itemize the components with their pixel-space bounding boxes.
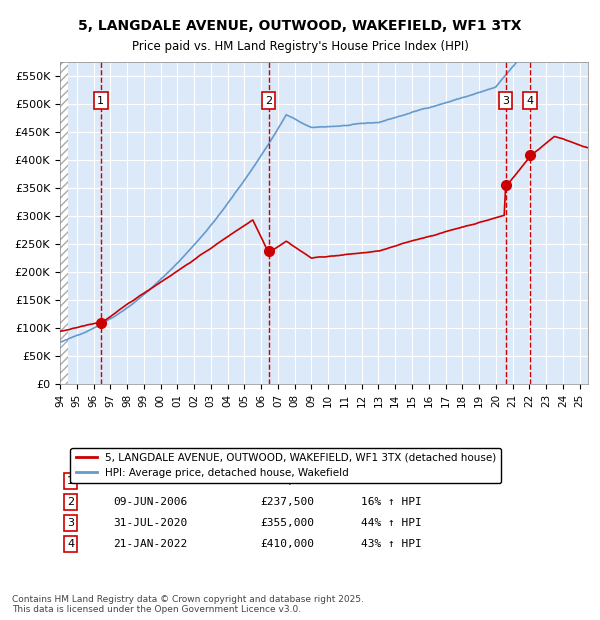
Text: 1: 1 [67, 476, 74, 486]
Text: 09-JUN-2006: 09-JUN-2006 [113, 497, 187, 507]
Text: 44% ↑ HPI: 44% ↑ HPI [361, 518, 422, 528]
Bar [60, 62, 68, 384]
Legend: 5, LANGDALE AVENUE, OUTWOOD, WAKEFIELD, WF1 3TX (detached house), HPI: Average p: 5, LANGDALE AVENUE, OUTWOOD, WAKEFIELD, … [70, 448, 502, 483]
Text: £237,500: £237,500 [260, 497, 314, 507]
Text: 1: 1 [97, 95, 104, 105]
Text: 3: 3 [67, 518, 74, 528]
Text: £355,000: £355,000 [260, 518, 314, 528]
Text: 4: 4 [67, 539, 74, 549]
Text: 2: 2 [67, 497, 74, 507]
Text: 46% ↑ HPI: 46% ↑ HPI [361, 476, 422, 486]
Text: 3: 3 [502, 95, 509, 105]
Text: 31-JUL-2020: 31-JUL-2020 [113, 518, 187, 528]
Text: £110,000: £110,000 [260, 476, 314, 486]
Text: 4: 4 [527, 95, 534, 105]
Text: 06-JUN-1996: 06-JUN-1996 [113, 476, 187, 486]
Text: Contains HM Land Registry data © Crown copyright and database right 2025.: Contains HM Land Registry data © Crown c… [12, 595, 364, 604]
Text: This data is licensed under the Open Government Licence v3.0.: This data is licensed under the Open Gov… [12, 604, 301, 614]
Text: 43% ↑ HPI: 43% ↑ HPI [361, 539, 422, 549]
Text: 16% ↑ HPI: 16% ↑ HPI [361, 497, 422, 507]
Text: 5, LANGDALE AVENUE, OUTWOOD, WAKEFIELD, WF1 3TX: 5, LANGDALE AVENUE, OUTWOOD, WAKEFIELD, … [78, 19, 522, 33]
Text: 2: 2 [265, 95, 272, 105]
Text: £410,000: £410,000 [260, 539, 314, 549]
Text: 21-JAN-2022: 21-JAN-2022 [113, 539, 187, 549]
Text: Price paid vs. HM Land Registry's House Price Index (HPI): Price paid vs. HM Land Registry's House … [131, 40, 469, 53]
